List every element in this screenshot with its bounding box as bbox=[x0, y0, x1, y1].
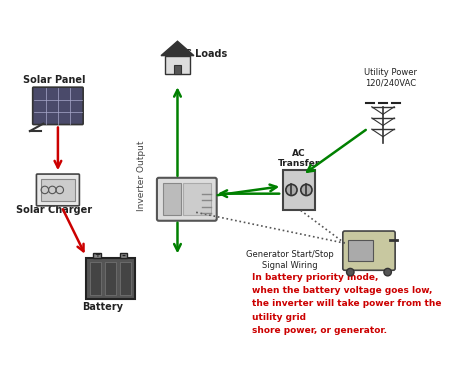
FancyBboxPatch shape bbox=[36, 174, 80, 206]
FancyBboxPatch shape bbox=[157, 178, 217, 221]
Text: -: - bbox=[121, 250, 125, 260]
Text: +: + bbox=[94, 253, 100, 258]
Bar bbox=[86, 258, 135, 299]
Bar bbox=[90, 262, 101, 296]
Text: Inverter Output: Inverter Output bbox=[137, 141, 146, 211]
FancyBboxPatch shape bbox=[343, 231, 395, 270]
Text: Solar Charger: Solar Charger bbox=[16, 206, 92, 215]
Text: Generator Start/Stop
Signal Wiring: Generator Start/Stop Signal Wiring bbox=[246, 250, 333, 270]
Text: Utility Power
120/240VAC: Utility Power 120/240VAC bbox=[364, 68, 417, 88]
Bar bbox=[163, 183, 181, 215]
Circle shape bbox=[384, 268, 392, 276]
Bar bbox=[348, 240, 373, 261]
Bar bbox=[105, 262, 116, 296]
Text: Battery: Battery bbox=[82, 302, 123, 312]
Bar bbox=[174, 65, 181, 74]
Bar bbox=[165, 56, 190, 74]
Text: AC
Transfer
Switch: AC Transfer Switch bbox=[278, 149, 320, 179]
Bar bbox=[41, 179, 75, 201]
Bar bbox=[119, 262, 131, 296]
FancyBboxPatch shape bbox=[33, 87, 83, 124]
Bar bbox=[93, 253, 101, 258]
Text: AC Loads: AC Loads bbox=[177, 50, 227, 59]
Bar bbox=[119, 253, 127, 258]
Circle shape bbox=[346, 268, 354, 276]
Bar bbox=[183, 183, 211, 215]
Circle shape bbox=[286, 184, 297, 195]
Text: Solar Panel: Solar Panel bbox=[23, 75, 85, 85]
Circle shape bbox=[301, 184, 312, 195]
Polygon shape bbox=[161, 41, 194, 56]
Text: In battery priority mode,
when the battery voltage goes low,
the inverter will t: In battery priority mode, when the batte… bbox=[252, 273, 442, 335]
Bar bbox=[283, 170, 315, 209]
